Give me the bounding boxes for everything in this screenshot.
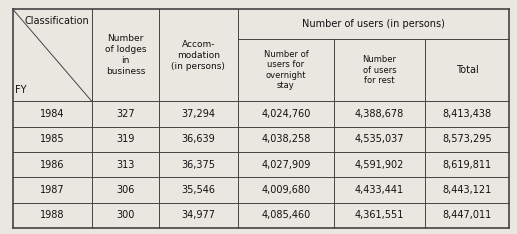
Text: 4,433,441: 4,433,441 bbox=[355, 185, 404, 195]
Text: 4,038,258: 4,038,258 bbox=[261, 134, 311, 144]
Text: 34,977: 34,977 bbox=[181, 210, 215, 220]
Text: 1984: 1984 bbox=[40, 109, 65, 119]
Text: Number
of users
for rest: Number of users for rest bbox=[362, 55, 397, 85]
Text: 35,546: 35,546 bbox=[181, 185, 215, 195]
Text: 8,573,295: 8,573,295 bbox=[442, 134, 492, 144]
Text: Number of
users for
overnight
stay: Number of users for overnight stay bbox=[264, 50, 308, 90]
Text: 37,294: 37,294 bbox=[181, 109, 215, 119]
Text: 4,388,678: 4,388,678 bbox=[355, 109, 404, 119]
Text: Number of users (in persons): Number of users (in persons) bbox=[302, 19, 445, 29]
Text: 8,447,011: 8,447,011 bbox=[442, 210, 492, 220]
Text: Total: Total bbox=[455, 65, 478, 75]
Text: 300: 300 bbox=[116, 210, 134, 220]
Text: 313: 313 bbox=[116, 160, 134, 170]
Text: 8,443,121: 8,443,121 bbox=[442, 185, 492, 195]
Text: 4,024,760: 4,024,760 bbox=[261, 109, 311, 119]
Text: 1987: 1987 bbox=[40, 185, 65, 195]
Text: 4,085,460: 4,085,460 bbox=[261, 210, 311, 220]
Text: 36,639: 36,639 bbox=[181, 134, 215, 144]
Text: 1988: 1988 bbox=[40, 210, 65, 220]
Text: 4,009,680: 4,009,680 bbox=[261, 185, 311, 195]
Text: 1986: 1986 bbox=[40, 160, 65, 170]
Text: 8,413,438: 8,413,438 bbox=[443, 109, 492, 119]
Text: Classification: Classification bbox=[25, 16, 89, 26]
Text: Accom-
modation
(in persons): Accom- modation (in persons) bbox=[171, 40, 225, 71]
Text: 36,375: 36,375 bbox=[181, 160, 215, 170]
Text: 1985: 1985 bbox=[40, 134, 65, 144]
Text: 4,361,551: 4,361,551 bbox=[355, 210, 404, 220]
Text: 4,535,037: 4,535,037 bbox=[355, 134, 404, 144]
Text: 327: 327 bbox=[116, 109, 134, 119]
Text: 319: 319 bbox=[116, 134, 134, 144]
Text: Number
of lodges
in
business: Number of lodges in business bbox=[104, 34, 146, 77]
Text: 4,027,909: 4,027,909 bbox=[261, 160, 311, 170]
Text: 4,591,902: 4,591,902 bbox=[355, 160, 404, 170]
Text: FY: FY bbox=[15, 85, 26, 95]
Text: 8,619,811: 8,619,811 bbox=[443, 160, 492, 170]
Text: 306: 306 bbox=[116, 185, 134, 195]
